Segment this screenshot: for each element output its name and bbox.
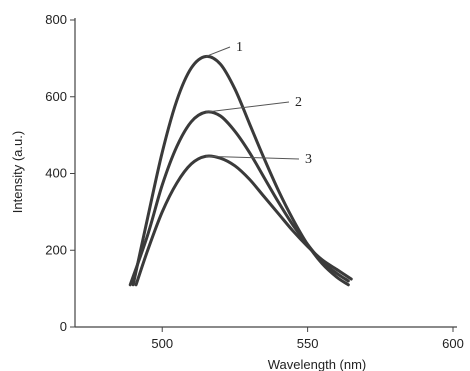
x-tick-label: 550: [297, 336, 319, 351]
x-axis-title: Wavelength (nm): [268, 357, 367, 371]
y-axis-title: Intensity (a.u.): [10, 131, 25, 213]
series-3-line: [134, 154, 353, 287]
series-layer: [128, 54, 353, 287]
series-3-label: 3: [305, 152, 312, 167]
x-tick-label: 500: [151, 336, 173, 351]
x-tick-label: 600: [442, 336, 464, 351]
axes: 0 200 400 600 800 500 550 600: [45, 12, 464, 351]
y-tick-label: 400: [45, 166, 67, 181]
series-2-label: 2: [295, 95, 302, 110]
series-2-leader-line: [205, 101, 290, 113]
series-1-leader-line: [205, 46, 231, 57]
y-tick-label: 800: [45, 12, 67, 27]
y-tick-label: 0: [60, 319, 67, 334]
series-2-line: [128, 110, 350, 287]
series-labels: 1 2 3: [205, 40, 312, 167]
y-tick-label: 600: [45, 89, 67, 104]
y-tick-label: 200: [45, 242, 67, 257]
series-1-label: 1: [236, 40, 243, 55]
series-3-leader-line: [205, 155, 300, 160]
